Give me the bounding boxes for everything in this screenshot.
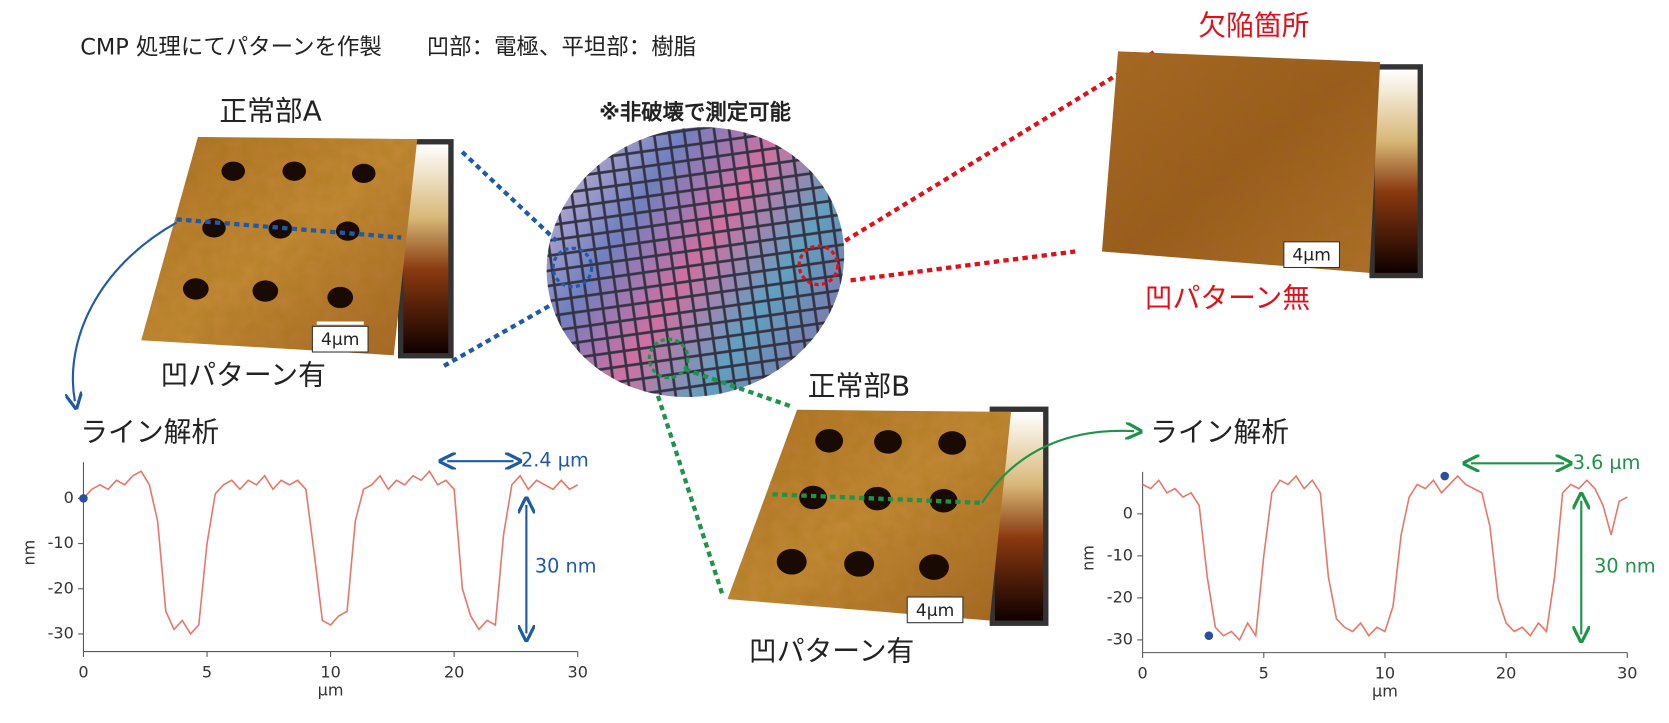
afm-caption: 凹パターン有 xyxy=(749,635,914,668)
x-tick-label: 0 xyxy=(1138,664,1148,683)
y-tick-label: -20 xyxy=(48,578,74,597)
x-tick-label: 20 xyxy=(444,662,464,681)
annotation: 3.6 µm xyxy=(1573,451,1641,474)
x-tick-label: 30 xyxy=(568,662,588,681)
annotation: 30 nm xyxy=(535,555,597,578)
wafer-note: ※非破壊で測定可能 xyxy=(599,99,791,125)
annotation: 30 nm xyxy=(1594,555,1656,578)
annotation: 2.4 µm xyxy=(521,449,589,472)
y-tick-label: -10 xyxy=(1107,545,1133,564)
chart-title: ライン解析 xyxy=(80,415,219,448)
cursor-point xyxy=(79,494,88,503)
y-tick-label: 0 xyxy=(1123,503,1133,522)
afm-caption: 凹パターン有 xyxy=(160,359,325,392)
chart-title: ライン解析 xyxy=(1150,415,1289,448)
afm-title: 正常部A xyxy=(219,94,321,127)
y-tick-label: -10 xyxy=(48,533,74,552)
y-axis-label: nm xyxy=(1079,545,1098,571)
y-tick-label: -30 xyxy=(48,623,74,642)
afm-title: 正常部B xyxy=(808,369,910,402)
afm-image-defect: 4µm xyxy=(1101,51,1423,279)
profile-line xyxy=(82,469,579,636)
x-axis-label: µm xyxy=(318,681,344,700)
y-tick-label: -30 xyxy=(1107,629,1133,648)
x-tick-label: 30 xyxy=(1617,664,1637,683)
x-tick-label: 0 xyxy=(78,662,88,681)
scale-bar-label: 4µm xyxy=(321,330,359,350)
x-tick-label: 10 xyxy=(320,662,340,681)
x-tick-label: 20 xyxy=(1496,664,1516,683)
afm-image-b: 4µm xyxy=(727,406,1135,626)
y-axis-label: nm xyxy=(19,540,38,566)
x-axis-label: µm xyxy=(1372,682,1398,701)
cursor-point xyxy=(1204,631,1214,640)
y-tick-label: 0 xyxy=(64,488,74,507)
x-tick-label: 5 xyxy=(1259,664,1269,683)
afm-title: 欠陥箇所 xyxy=(1198,9,1309,42)
x-tick-label: 10 xyxy=(1375,664,1395,683)
y-tick-label: -20 xyxy=(1107,587,1133,606)
cursor-point xyxy=(1440,471,1450,481)
profile-line xyxy=(1142,474,1628,642)
scale-bar-label: 4µm xyxy=(1292,246,1330,266)
afm-caption: 凹パターン無 xyxy=(1145,282,1310,315)
scale-bar-label: 4µm xyxy=(916,601,954,621)
x-tick-label: 5 xyxy=(202,662,212,681)
header: CMP 処理にてパターンを作製 凹部：電極、平坦部：樹脂 xyxy=(80,35,696,61)
afm-image-a: 4µm xyxy=(73,136,454,401)
